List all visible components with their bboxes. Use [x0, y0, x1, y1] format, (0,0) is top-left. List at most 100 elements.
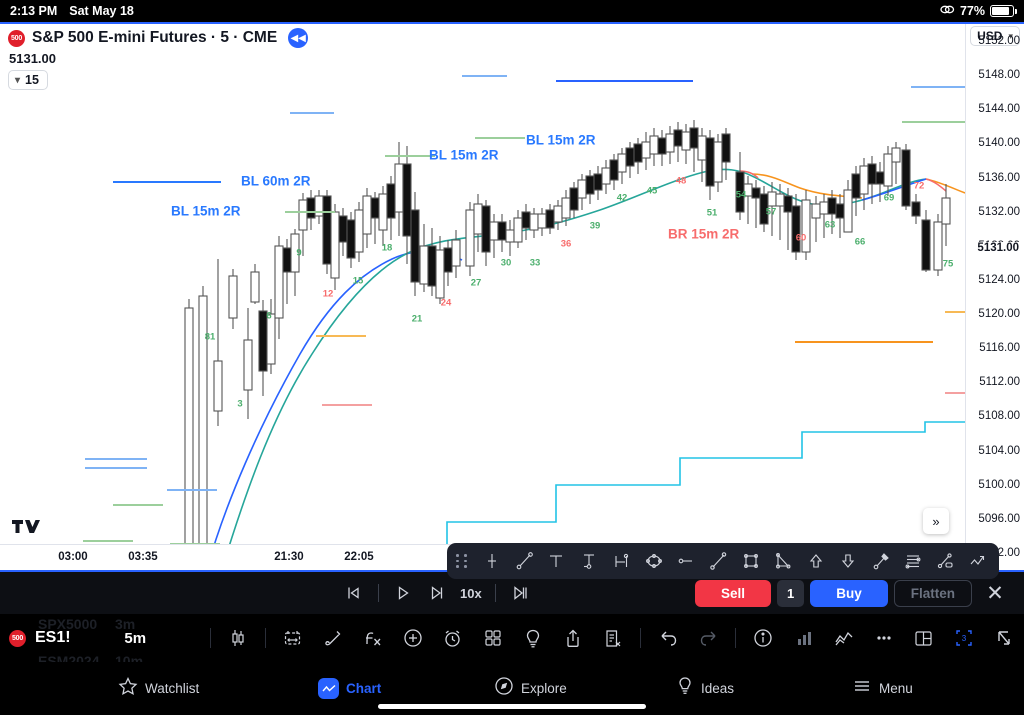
- step-forward-icon[interactable]: [421, 578, 453, 608]
- replay-speed[interactable]: 10x: [460, 585, 482, 601]
- hamburger-icon: [852, 677, 872, 700]
- sell-button[interactable]: Sell: [694, 579, 771, 607]
- info-icon[interactable]: [743, 618, 783, 658]
- timeframe-chip[interactable]: ▾ 15: [8, 70, 48, 90]
- lightbulb-icon[interactable]: [513, 618, 553, 658]
- remove-drawings-icon[interactable]: [593, 618, 633, 658]
- level-line[interactable]: [911, 86, 965, 88]
- brush-icon[interactable]: [865, 546, 895, 576]
- level-line[interactable]: [475, 137, 525, 139]
- symbol-selector[interactable]: 500 ES1!: [9, 629, 124, 647]
- close-icon[interactable]: ✕: [986, 581, 1004, 605]
- chart-annotation[interactable]: BR 15m 2R: [668, 226, 740, 242]
- level-line[interactable]: [290, 112, 334, 114]
- level-line[interactable]: [795, 341, 933, 343]
- chart-annotation[interactable]: BL 60m 2R: [241, 173, 311, 189]
- level-line[interactable]: [167, 489, 217, 491]
- ghost-interval-above[interactable]: 3m: [115, 616, 136, 632]
- level-line[interactable]: [462, 75, 507, 77]
- level-line[interactable]: [945, 311, 970, 313]
- chart-tools-bar[interactable]: SPX5000 3m ESM2024 10m 500 ES1! 5m 3: [0, 614, 1024, 669]
- level-line[interactable]: [83, 540, 133, 542]
- drag-grip-icon[interactable]: [455, 551, 468, 571]
- more-dots-icon[interactable]: [864, 618, 904, 658]
- bottom-nav-bar[interactable]: Watchlist Chart Explore Ideas Menu: [0, 662, 1024, 715]
- play-icon[interactable]: [387, 578, 419, 608]
- level-line[interactable]: [85, 467, 147, 469]
- indicator-line-icon[interactable]: [824, 618, 864, 658]
- text-tool-icon[interactable]: [541, 546, 571, 576]
- level-line[interactable]: [322, 404, 372, 406]
- nav-item-menu[interactable]: Menu: [852, 677, 913, 700]
- triangle-icon[interactable]: [768, 546, 798, 576]
- ellipse-icon[interactable]: [638, 546, 668, 576]
- buy-button[interactable]: Buy: [810, 579, 888, 607]
- ghost-symbol-above[interactable]: SPX5000: [38, 616, 98, 632]
- undo-icon[interactable]: [648, 618, 688, 658]
- level-line[interactable]: [556, 80, 693, 82]
- symbol-title[interactable]: S&P 500 E-mini Futures · 5 · CME: [32, 29, 278, 46]
- replay-controls[interactable]: 10x: [338, 578, 536, 608]
- trend-line-icon[interactable]: [509, 546, 539, 576]
- level-line[interactable]: [902, 121, 965, 123]
- fx-indicator-icon[interactable]: [353, 618, 393, 658]
- jump-to-start-icon[interactable]: [338, 578, 370, 608]
- nav-item-explore[interactable]: Explore: [494, 676, 567, 701]
- nav-item-ideas[interactable]: Ideas: [676, 676, 734, 701]
- redo-icon[interactable]: [688, 618, 728, 658]
- date-range-icon[interactable]: [273, 618, 313, 658]
- alert-clock-icon[interactable]: [433, 618, 473, 658]
- level-line[interactable]: [113, 504, 163, 506]
- zigzag-trend-icon[interactable]: [963, 546, 993, 576]
- layout-icon[interactable]: [904, 618, 944, 658]
- nav-label-explore: Explore: [521, 681, 567, 696]
- rewind-icon[interactable]: ◀◀: [288, 28, 309, 48]
- path-shape-icon[interactable]: [930, 546, 960, 576]
- nav-label-menu: Menu: [879, 681, 913, 696]
- nav-item-watchlist[interactable]: Watchlist: [118, 676, 199, 701]
- quantity-input[interactable]: 1: [776, 579, 805, 607]
- horizontal-measure-icon[interactable]: [606, 546, 636, 576]
- currency-selector[interactable]: USD ▾: [970, 26, 1020, 46]
- level-line[interactable]: [285, 211, 335, 213]
- chart-annotation[interactable]: BL 15m 2R: [526, 132, 596, 148]
- current-price-label: 5131.00: [976, 242, 1020, 254]
- chart-annotation[interactable]: BL 15m 2R: [171, 203, 241, 219]
- arrow-up-icon[interactable]: [801, 546, 831, 576]
- rectangle-icon[interactable]: [736, 546, 766, 576]
- nav-item-chart[interactable]: Chart: [318, 678, 381, 699]
- replay-trade-bar[interactable]: 10x Sell 1 Buy Flatten ✕: [0, 572, 1024, 614]
- drawing-toolbar[interactable]: [447, 543, 999, 579]
- level-line[interactable]: [316, 335, 366, 337]
- vertical-measure-icon[interactable]: [574, 546, 604, 576]
- level-line[interactable]: [945, 392, 970, 394]
- horizontal-ray-icon[interactable]: [671, 546, 701, 576]
- plus-icon[interactable]: [393, 618, 433, 658]
- share-icon[interactable]: [553, 618, 593, 658]
- grid-apps-icon[interactable]: [473, 618, 513, 658]
- interval-selector[interactable]: 5m: [124, 629, 147, 647]
- trade-controls[interactable]: Sell 1 Buy Flatten ✕: [694, 576, 1012, 610]
- chart-plot-area[interactable]: 81 3 6 9 12 15 18 21 24 27 30 33 36 39 42 45 48 51 54 57 60 6…: [0, 24, 970, 570]
- price-axis[interactable]: USD ▾ 5152.00 5148.00 5144.00 5140.00 5136.0…: [965, 24, 1024, 570]
- bar-chart-icon[interactable]: [784, 618, 824, 658]
- candles-style-icon[interactable]: [218, 618, 258, 658]
- pen-draw-icon[interactable]: [313, 618, 353, 658]
- arrow-down-icon[interactable]: [833, 546, 863, 576]
- fib-retracement-icon[interactable]: [898, 546, 928, 576]
- level-line[interactable]: [113, 181, 221, 183]
- scroll-to-realtime-button[interactable]: »: [923, 508, 949, 534]
- chart-panel[interactable]: 500 S&P 500 E-mini Futures · 5 · CME ◀◀ …: [0, 22, 1024, 572]
- level-line[interactable]: [385, 155, 435, 157]
- jump-to-end-icon[interactable]: [504, 578, 536, 608]
- price-tick-label: 5096.00: [978, 512, 1020, 525]
- ray-line-icon[interactable]: [703, 546, 733, 576]
- flatten-button[interactable]: Flatten: [893, 579, 972, 607]
- legend-title-row: 500 S&P 500 E-mini Futures · 5 · CME ◀◀: [8, 28, 309, 48]
- crosshair-3-icon[interactable]: 3: [944, 618, 984, 658]
- chart-annotation[interactable]: BL 15m 2R: [429, 147, 499, 163]
- bar-number-label: 81: [204, 331, 216, 343]
- expand-icon[interactable]: [984, 618, 1024, 658]
- level-line[interactable]: [85, 458, 147, 460]
- cross-line-icon[interactable]: [476, 546, 506, 576]
